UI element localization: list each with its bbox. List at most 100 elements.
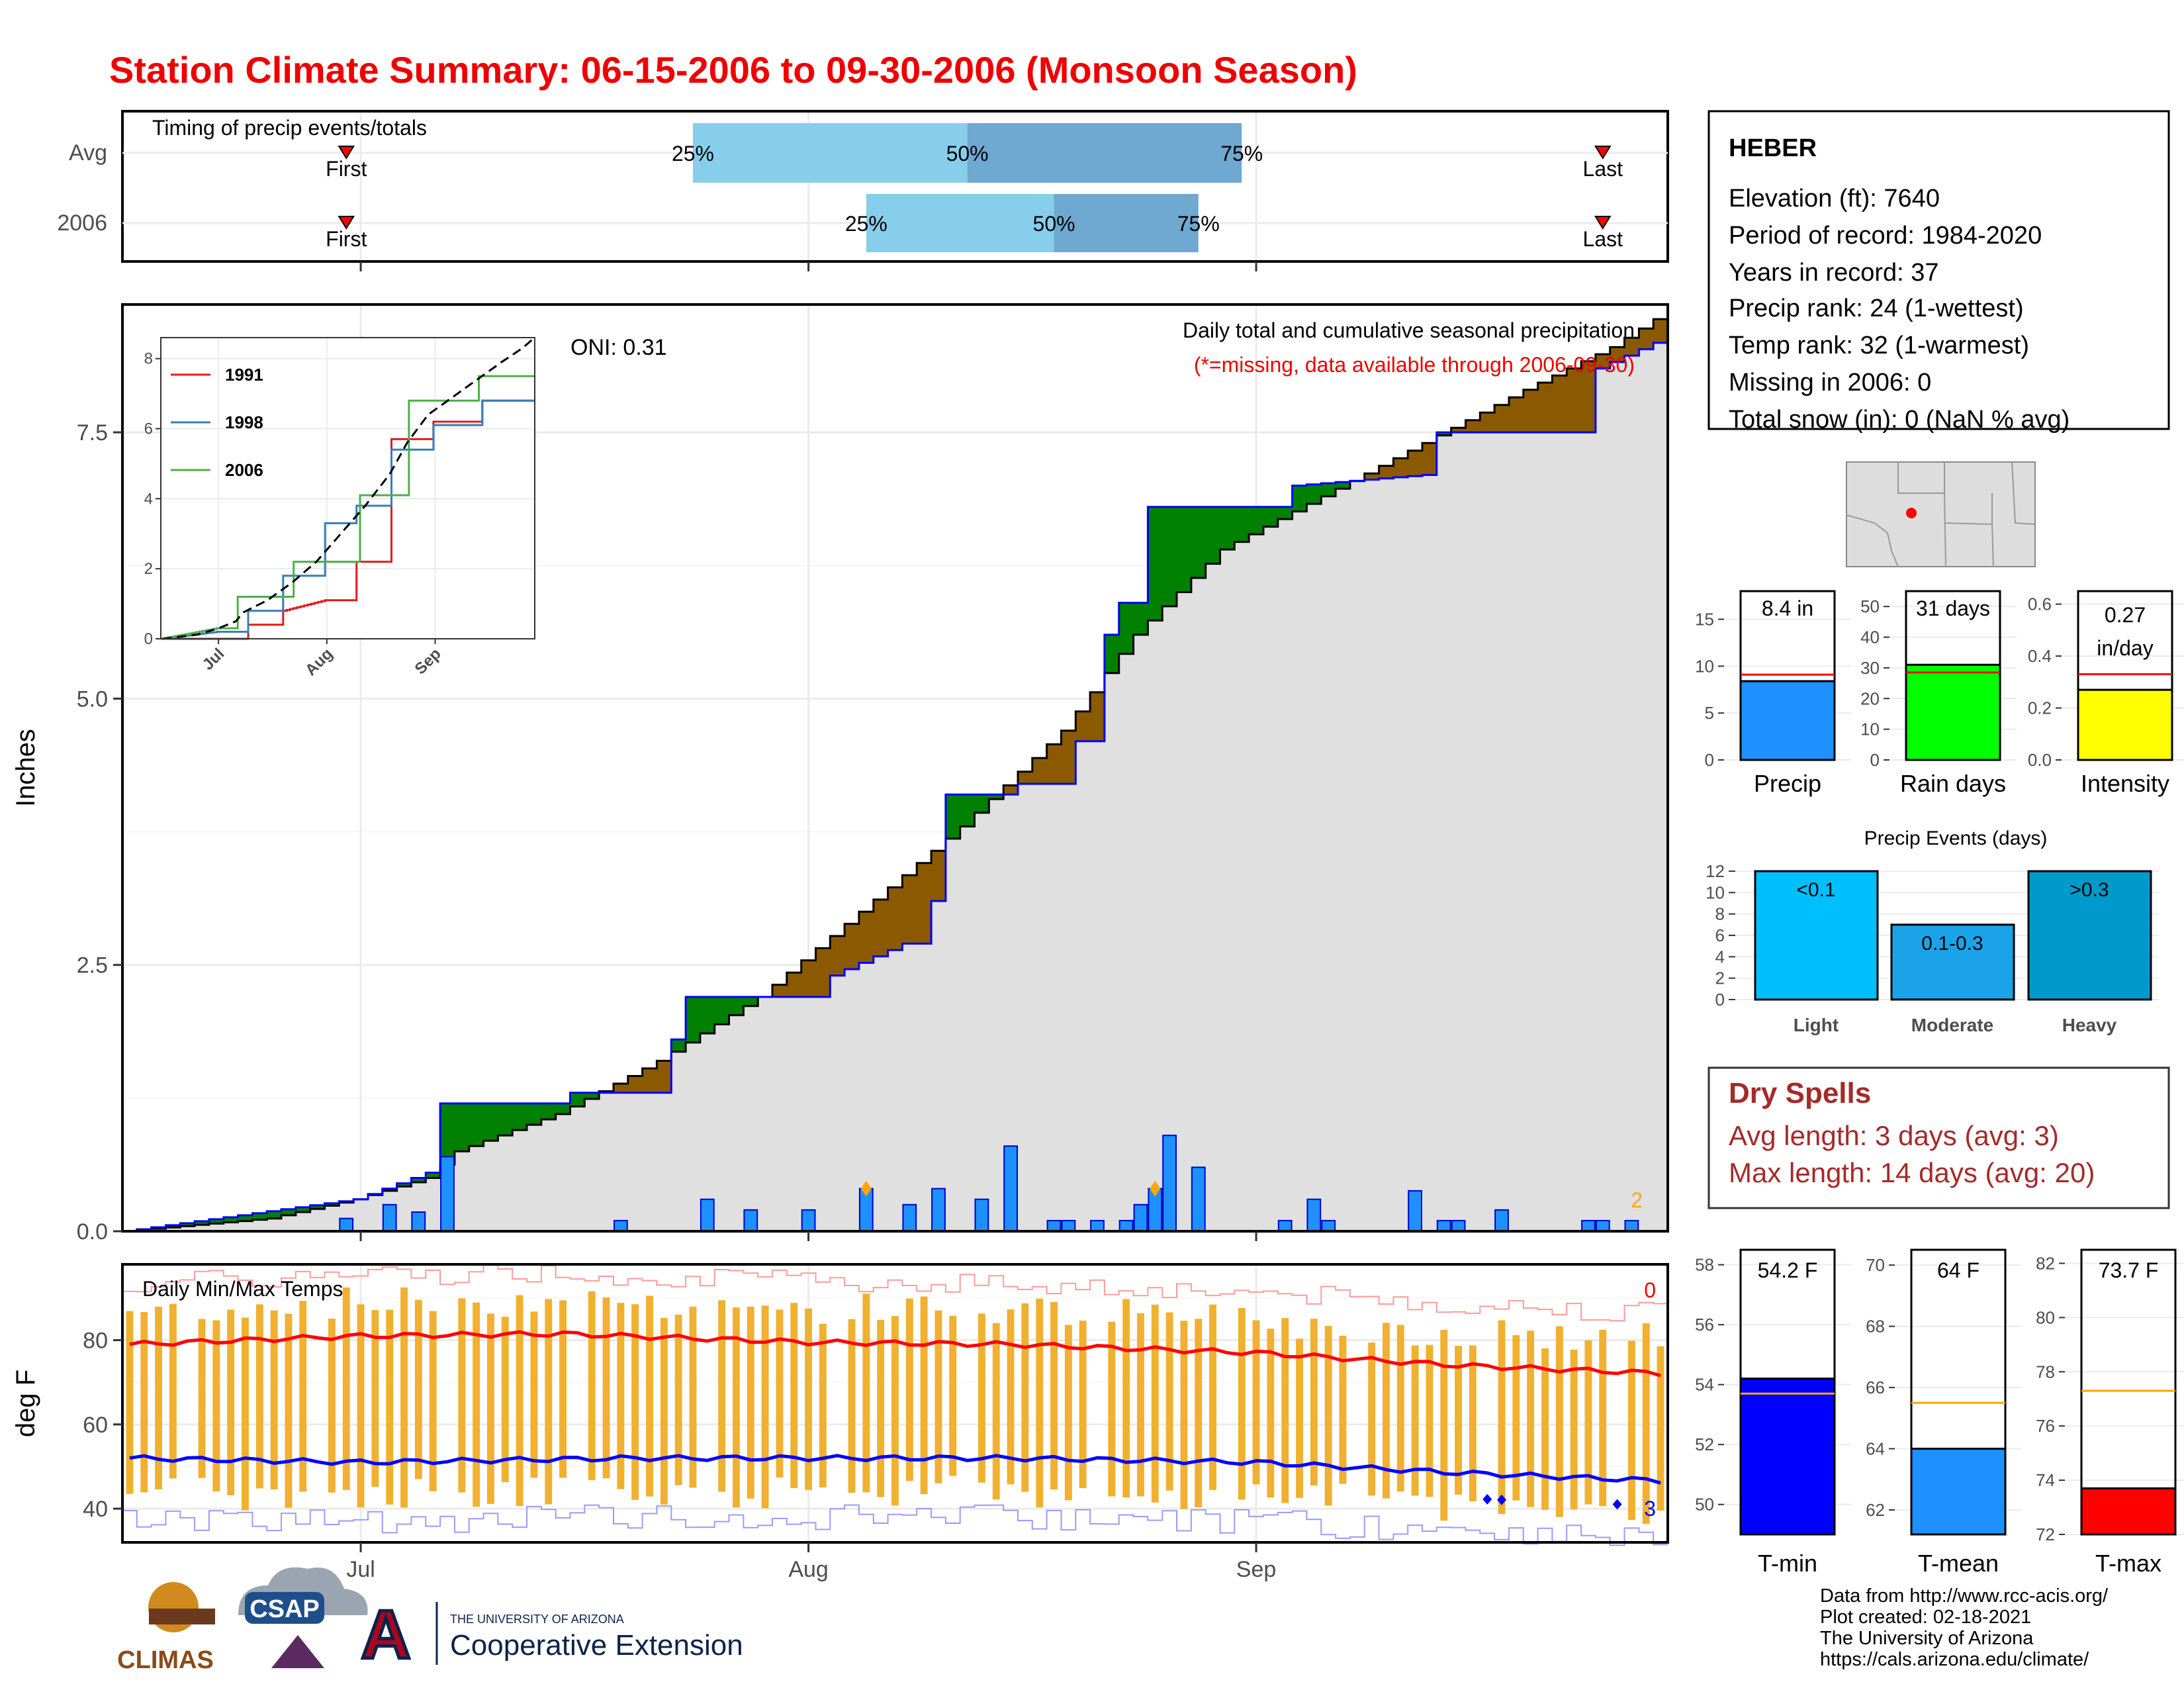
stat-value-2: 0.27 (2105, 603, 2146, 627)
temp-range-bar-77 (1238, 1308, 1246, 1500)
temp-range-bar-105 (1642, 1323, 1650, 1524)
temp-range-bar-70 (1137, 1313, 1144, 1497)
temp-range-bar-20 (414, 1299, 422, 1479)
temp-range-bar-74 (1195, 1319, 1203, 1507)
temp-bar-y-tick-label-1-4: 70 (1866, 1255, 1885, 1275)
temp-range-bar-17 (371, 1310, 379, 1487)
temp-range-bar-93 (1469, 1345, 1477, 1501)
below-average-segment-51 (858, 912, 874, 963)
inset-grid (161, 338, 535, 639)
temp-panel-title: Daily Min/Max Temps (142, 1277, 343, 1301)
inset-series-2006 (161, 375, 535, 640)
temp-range-bar-106 (1657, 1346, 1664, 1511)
temp-range-bar-83 (1324, 1326, 1332, 1506)
temp-range-bar-42 (733, 1307, 740, 1508)
timing-label-first-2006: First (326, 227, 367, 251)
temp-range-bar-14 (328, 1318, 336, 1493)
temp-bar-chart-0: 50 52 54 56 58 54.2 F T-min (1695, 1248, 1851, 1577)
above-average-segment-58 (960, 794, 976, 827)
above-average-segment-6 (208, 1219, 224, 1224)
temp-range-bar-82 (1310, 1319, 1318, 1486)
timing-label-50-2006: 50% (1033, 212, 1075, 236)
station-info-frame (1707, 110, 2170, 430)
stat-bar-0 (1739, 680, 1836, 761)
dry-spells-avg: Avg length: 3 days (avg: 3) (1729, 1120, 2059, 1151)
temp-range-bar-102 (1599, 1329, 1607, 1507)
logo-university-of-arizona: A THE UNIVERSITY OF ARIZONA Cooperative … (359, 1595, 743, 1675)
precip-y-tick-label-1: 2.5 (77, 953, 108, 978)
temp-range-bar-0 (126, 1311, 134, 1494)
temp-range-bar-53 (891, 1316, 899, 1506)
temp-range-bar-33 (602, 1297, 610, 1479)
above-average-segment-18 (382, 1188, 398, 1191)
daily-precip-bar-09-27 (1624, 1219, 1639, 1233)
events-category-1: Moderate (1911, 1015, 1993, 1035)
temp-bar-bg-2 (2065, 1250, 2184, 1534)
temp-range-bar-43 (747, 1306, 754, 1499)
below-average-segment-49 (830, 936, 845, 976)
temp-range-bar-62 (1021, 1303, 1029, 1492)
temp-range-bar-15 (342, 1287, 350, 1490)
temp-range-bar-61 (1007, 1309, 1015, 1485)
temp-range-bar-60 (992, 1323, 1000, 1500)
inset-y-tick-label-0: 0 (144, 630, 153, 648)
temp-range-bar-104 (1628, 1340, 1635, 1521)
cumulative-base-area (122, 342, 1668, 1231)
timing-bars: 25% 50% 75% First Last 25% 50% 75% First Last (326, 123, 1623, 252)
above-average-segment-91 (1436, 432, 1452, 436)
stat-value-0: 8.4 in (1762, 596, 1813, 620)
above-average-segment-28 (527, 1103, 542, 1125)
station-elevation: Elevation (ft): 7640 (1729, 185, 1940, 212)
station-precip-rank: Precip rank: 24 (1-wettest) (1729, 295, 2024, 322)
below-average-segment-45 (772, 984, 788, 997)
below-average-segment-95 (1494, 404, 1510, 433)
below-average-segment-92 (1451, 428, 1467, 433)
daily-precip-bar-09-15 (1451, 1219, 1466, 1233)
temp-y-tick-label-0: 40 (83, 1497, 108, 1522)
daily-precip-bar-08-08 (902, 1203, 917, 1233)
timing-marker-last-2006 (1594, 216, 1612, 230)
above-average-segment-5 (195, 1221, 210, 1225)
temp-range-bar-30 (559, 1300, 567, 1478)
precip-marks (122, 318, 1668, 1233)
above-average-segment-84 (1336, 482, 1351, 489)
above-average-segment-24 (469, 1103, 484, 1147)
logo-csap: CSAP (238, 1567, 368, 1668)
above-average-segment-60 (989, 794, 1004, 800)
temp-range-bar-12 (299, 1301, 307, 1492)
temp-range-bar-65 (1064, 1325, 1072, 1501)
above-average-segment-8 (238, 1215, 253, 1221)
precip-events-chart: Precip Events (days) 024681012<0.1Light0… (1706, 827, 2159, 1035)
daily-precip-bar-08-24 (1133, 1203, 1148, 1233)
temp-range-bar-55 (920, 1296, 928, 1495)
below-average-segment-88 (1393, 458, 1408, 478)
climas-bar-icon (149, 1609, 215, 1624)
events-bar-moderate (1890, 923, 2015, 1001)
above-average-segment-42 (729, 996, 744, 1015)
above-average-segment-77 (1234, 506, 1250, 542)
daily-precip-bar-08-13 (974, 1198, 989, 1232)
events-bar-label-1: 0.1-0.3 (1921, 933, 1983, 955)
daily-precip-bar-08-18 (1046, 1219, 1062, 1233)
precip-y-tick-label-2: 5.0 (77, 686, 108, 712)
events-bar-label-0: <0.1 (1796, 879, 1835, 901)
temp-y-ticks: 40 60 80 (83, 1329, 122, 1522)
oni-label: ONI: 0.31 (570, 335, 667, 360)
above-average-segment-82 (1306, 484, 1322, 504)
events-bar-label-2: >0.3 (2070, 879, 2109, 901)
temp-bar-y-tick-label-2-4: 80 (2036, 1307, 2055, 1327)
stat-y-tick-label-1-3: 30 (1860, 658, 1880, 678)
temp-bar-y-tick-label-2-2: 76 (2036, 1416, 2055, 1436)
stat-bar-1 (1905, 663, 2001, 761)
timing-label-25-2006: 25% (845, 212, 887, 236)
above-average-segment-39 (686, 996, 701, 1043)
timing-bar-25-50-2006 (866, 194, 1054, 252)
temp-bar-chart-2: 72 74 76 78 80 82 73.7 F T-max (2036, 1248, 2184, 1577)
record-min-line (122, 1504, 1668, 1546)
climas-wordmark: CLIMAS (117, 1646, 214, 1674)
above-average-segment-32 (584, 1092, 600, 1099)
inset-y-tick-label-2: 4 (144, 490, 153, 508)
daily-precip-bar-08-28 (1191, 1166, 1206, 1233)
temp-range-bar-25 (487, 1313, 494, 1504)
above-average-segment-22 (440, 1103, 455, 1165)
